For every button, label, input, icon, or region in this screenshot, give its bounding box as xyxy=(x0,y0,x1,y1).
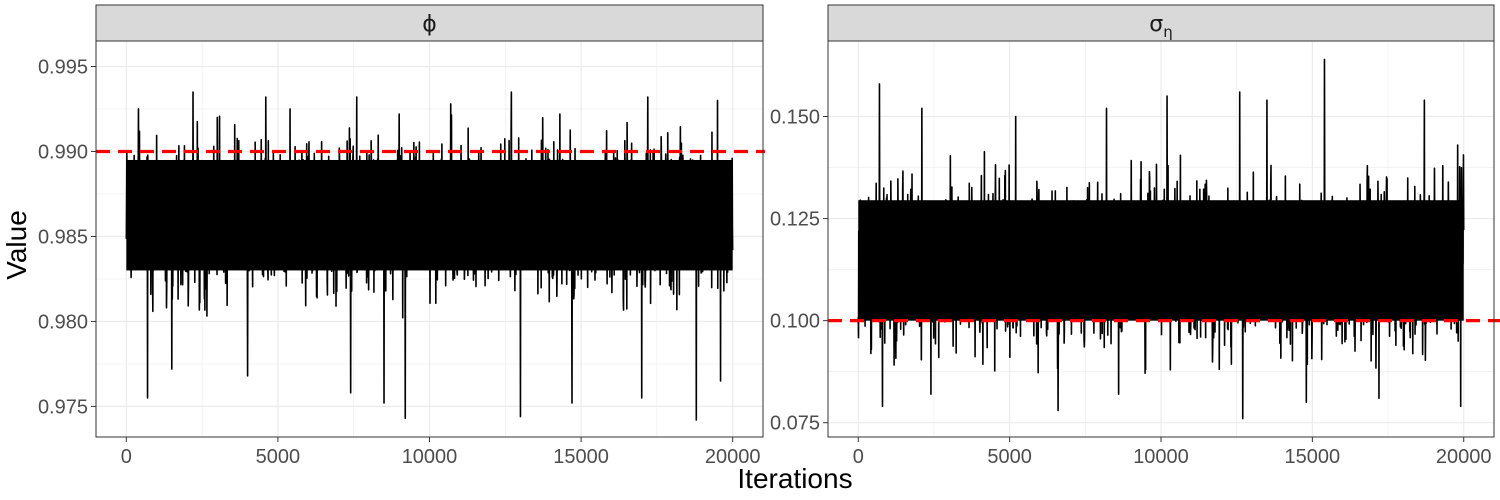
trace-core-band xyxy=(858,200,1464,321)
y-axis-title: Value xyxy=(1,210,32,280)
x-tick-label: 15000 xyxy=(1285,446,1341,468)
panel-phi: ϕ 0 5000 10000 15000 20000 0.975 0.980 0.985 0.99… xyxy=(38,4,765,468)
y-tick-label: 0.980 xyxy=(38,311,88,333)
x-tick-label: 10000 xyxy=(402,446,458,468)
panel-sigma-eta: ση0 5000 10000 15000 200000.0750.1000.1250.1… xyxy=(770,4,1500,468)
y-tick-label: 0.100 xyxy=(770,311,820,333)
y-tick-label: 0.985 xyxy=(38,226,88,248)
x-tick-label: 5000 xyxy=(987,446,1032,468)
x-tick-label: 20000 xyxy=(1436,446,1492,468)
y-tick-label: 0.990 xyxy=(38,141,88,163)
x-tick-label: 5000 xyxy=(256,446,301,468)
facet-strip-label: ϕ xyxy=(422,12,437,37)
y-tick-label: 0.995 xyxy=(38,56,88,78)
facet-strip-subscript: η xyxy=(1163,23,1173,41)
y-tick-label: 0.125 xyxy=(770,209,820,231)
x-tick-label: 0 xyxy=(853,446,864,468)
facet-strip xyxy=(95,4,764,42)
x-tick-label: 0 xyxy=(121,446,132,468)
facet-strip xyxy=(827,4,1495,42)
x-tick-label: 20000 xyxy=(705,446,761,468)
x-axis-title: Iterations xyxy=(737,463,852,494)
trace-core-band xyxy=(126,159,733,271)
y-tick-label: 0.975 xyxy=(38,396,88,418)
x-tick-label: 15000 xyxy=(553,446,609,468)
y-tick-label: 0.075 xyxy=(770,413,820,435)
x-tick-label: 10000 xyxy=(1133,446,1189,468)
y-tick-label: 0.150 xyxy=(770,107,820,129)
